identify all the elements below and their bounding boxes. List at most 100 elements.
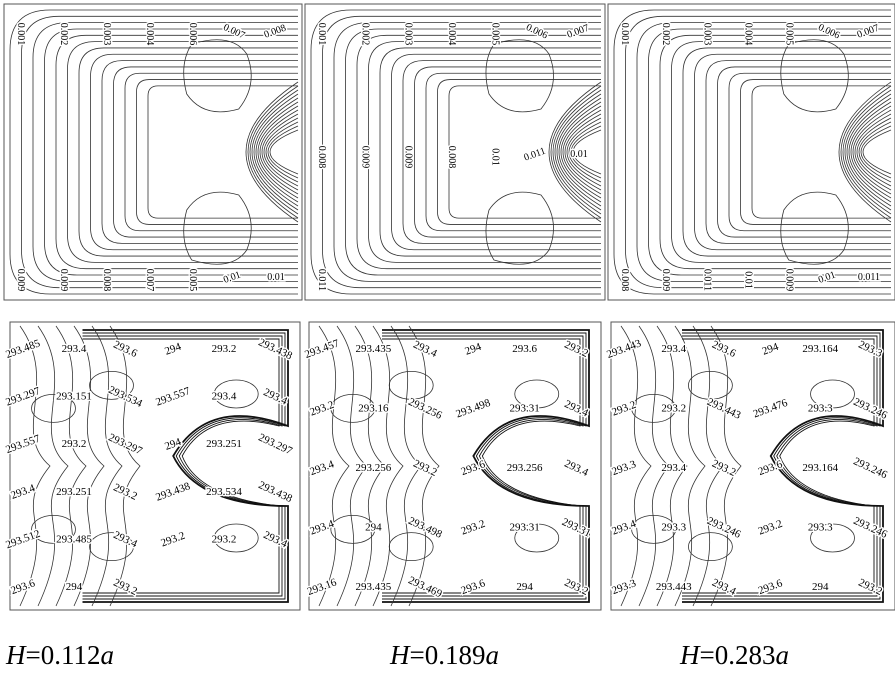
top-contour-label: 0.007	[144, 269, 155, 292]
contour-line	[620, 325, 652, 607]
bottom-contour-label: 293.2	[661, 403, 686, 415]
bottom-contour-label: 293.164	[802, 462, 838, 474]
bottom-contour-label: 293.6	[512, 343, 537, 355]
contour-loop	[780, 191, 849, 265]
contour-line	[336, 325, 368, 607]
contour-line	[682, 332, 881, 600]
bottom-contour-label: 293.6	[757, 577, 785, 597]
bottom-contour-label: 293.2	[159, 530, 186, 550]
top-contour-label: 0.006	[816, 22, 841, 41]
contour-line	[659, 34, 892, 270]
top-contour-label: 0.011	[523, 146, 548, 164]
bottom-contour-label: 293.3	[610, 577, 638, 597]
bottom-contour-label: 293.6	[757, 458, 785, 478]
bottom-contour-label: 293.31	[509, 522, 539, 534]
contour-line	[82, 332, 286, 600]
contour-loop	[514, 523, 560, 553]
bottom-contour-label: 293.151	[56, 391, 92, 403]
bottom-contour-label: 293.4	[661, 462, 686, 474]
contour-line	[437, 79, 602, 225]
contour-loop	[330, 393, 376, 423]
contour-line	[638, 325, 670, 607]
bottom-contour-label: 294	[516, 581, 533, 593]
contour-line	[636, 22, 892, 282]
top-contour-label: 0.008	[316, 146, 327, 169]
top-contour-label: 0.009	[660, 269, 671, 292]
contour-line	[382, 332, 587, 600]
bottom-contour-label: 293.256	[507, 462, 543, 474]
panel-frame	[9, 321, 301, 611]
top-contour-label: 0.009	[58, 269, 69, 292]
top-contour-label: 0.006	[187, 23, 198, 46]
bottom-panel-1	[9, 321, 301, 611]
bottom-contour-label: 293.4	[710, 577, 738, 599]
bottom-contour-label: 293.3	[610, 458, 638, 478]
contour-line	[356, 34, 602, 270]
top-contour-label: 0.003	[403, 23, 414, 46]
bottom-contour-label: 293.246	[705, 515, 743, 541]
contour-line	[425, 72, 602, 232]
contour-loop	[89, 532, 134, 562]
bottom-contour-label: 293.2	[308, 399, 335, 419]
bottom-contour-label: 293.2	[411, 458, 439, 479]
contour-line	[90, 53, 299, 251]
top-contour-label: 0.009	[15, 269, 26, 292]
contour-loop	[631, 393, 676, 423]
contour-loop	[183, 39, 252, 113]
bottom-contour-label: 293.438	[257, 479, 295, 505]
bottom-contour-label: 293.2	[757, 518, 784, 538]
contour-line	[391, 53, 602, 251]
top-contour-label: 0.005	[784, 23, 795, 46]
top-contour-label: 0.002	[58, 23, 69, 46]
bottom-contour-label: 293.534	[206, 486, 242, 498]
bottom-contour-label: 293.435	[356, 581, 392, 593]
contour-line	[82, 338, 280, 594]
bottom-contour-label: 293.6	[9, 577, 37, 597]
contour-line	[656, 325, 688, 607]
bottom-contour-label: 293.6	[112, 339, 140, 361]
bottom-contour-label: 293.534	[107, 384, 145, 410]
contour-line	[390, 325, 422, 607]
top-contour-label: 0.004	[446, 23, 457, 46]
top-contour-label: 0.007	[222, 22, 247, 41]
contour-loop	[388, 532, 434, 562]
contour-line	[82, 329, 289, 603]
bottom-contour-label: 293.16	[306, 576, 339, 598]
panel-frame	[308, 321, 602, 611]
contour-line	[55, 325, 87, 607]
bottom-contour-label: 293.2	[62, 438, 87, 450]
top-contour-label: 0.007	[566, 23, 591, 41]
contour-loop	[810, 379, 855, 409]
contour-line	[345, 28, 602, 276]
bottom-contour-label: 293.6	[459, 577, 487, 597]
bottom-contour-label: 293.3	[661, 522, 686, 534]
contour-loop	[213, 379, 259, 409]
top-contour-label: 0.003	[701, 23, 712, 46]
bottom-contour-label: 293.485	[56, 533, 92, 545]
bottom-contour-label: 293.2	[212, 343, 237, 355]
bottom-contour-label: 293.4	[563, 458, 591, 480]
top-contour-label: 0.002	[359, 23, 370, 46]
bottom-contour-label: 293.443	[705, 396, 743, 422]
bottom-contour-label: 293.2	[710, 458, 738, 479]
contour-line	[382, 338, 581, 594]
bottom-contour-label: 294	[463, 341, 483, 358]
bottom-contour-label: 293.4	[610, 518, 638, 538]
contour-line	[682, 329, 884, 603]
contour-line	[625, 15, 892, 289]
contour-loop	[688, 370, 733, 400]
bottom-contour-label: 293.498	[454, 397, 492, 421]
contour-loop	[388, 370, 434, 400]
bottom-contour-label: 293.4	[62, 343, 87, 355]
contour-line	[318, 325, 350, 607]
contour-line	[67, 41, 299, 263]
bottom-contour-label: 294	[163, 341, 183, 358]
top-contour-label: 0.01	[222, 269, 242, 285]
contour-line	[73, 325, 105, 607]
panel-frame	[3, 3, 303, 301]
bottom-contour-label: 293.443	[656, 581, 692, 593]
contour-line	[402, 60, 602, 244]
contour-line	[379, 47, 602, 257]
top-contour-label: 0.007	[856, 23, 881, 41]
bottom-contour-label: 293.6	[710, 339, 738, 361]
